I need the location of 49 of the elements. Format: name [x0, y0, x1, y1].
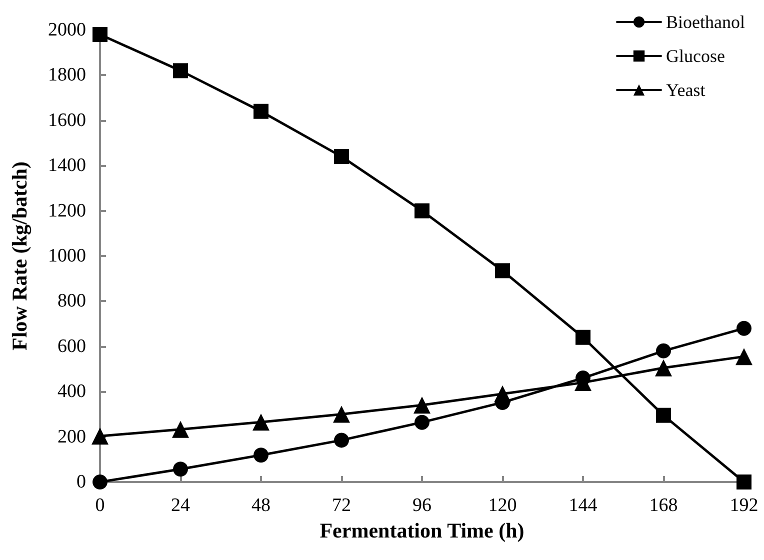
- point: [736, 348, 752, 366]
- y-axis-title: Flow Rate (kg/batch): [8, 162, 32, 350]
- y-tick-label: 1600: [48, 110, 86, 131]
- point: [736, 320, 752, 336]
- y-tick-label: 200: [58, 426, 86, 448]
- point: [254, 448, 268, 463]
- point: [333, 406, 350, 423]
- x-tick-label: 24: [171, 495, 190, 516]
- y-tick-label: 600: [58, 336, 86, 357]
- y-tick-label: 1200: [48, 200, 86, 222]
- legend-label: Glucose: [666, 46, 726, 66]
- legend-label: Bioethanol: [666, 12, 746, 32]
- point: [334, 432, 349, 448]
- x-tick-label: 144: [568, 495, 598, 516]
- x-tick-label: 0: [95, 495, 105, 516]
- point: [655, 359, 672, 376]
- y-tick-label: 400: [58, 381, 86, 402]
- point: [252, 414, 270, 431]
- y-tick-label: 1000: [48, 246, 86, 266]
- point: [92, 428, 108, 445]
- point: [736, 474, 752, 490]
- point: [576, 370, 590, 386]
- x-tick-label: 120: [488, 495, 517, 516]
- point: [172, 420, 189, 438]
- point: [656, 408, 671, 423]
- y-tick-label: 2000: [48, 20, 86, 40]
- x-tick-label: 72: [332, 495, 351, 516]
- point: [414, 396, 430, 414]
- y-tick-label: 1800: [48, 64, 86, 86]
- x-axis-title: Fermentation Time (h): [320, 518, 524, 542]
- point: [334, 149, 349, 164]
- y-tick-label: 800: [58, 290, 86, 312]
- x-tick-label: 96: [412, 495, 432, 516]
- point: [656, 343, 671, 358]
- point: [414, 414, 430, 430]
- point: [576, 330, 590, 345]
- point: [414, 203, 430, 218]
- legend-label: Yeast: [666, 80, 706, 100]
- x-tick-label: 192: [730, 495, 758, 516]
- point: [92, 474, 108, 490]
- y-tick-label: 0: [76, 472, 86, 492]
- point: [495, 263, 510, 278]
- y-tick-label: 1400: [48, 155, 86, 176]
- point: [173, 462, 188, 477]
- point: [92, 27, 108, 42]
- point: [254, 104, 268, 119]
- x-tick-label: 48: [252, 495, 270, 516]
- point: [173, 63, 188, 78]
- x-tick-label: 168: [649, 495, 678, 516]
